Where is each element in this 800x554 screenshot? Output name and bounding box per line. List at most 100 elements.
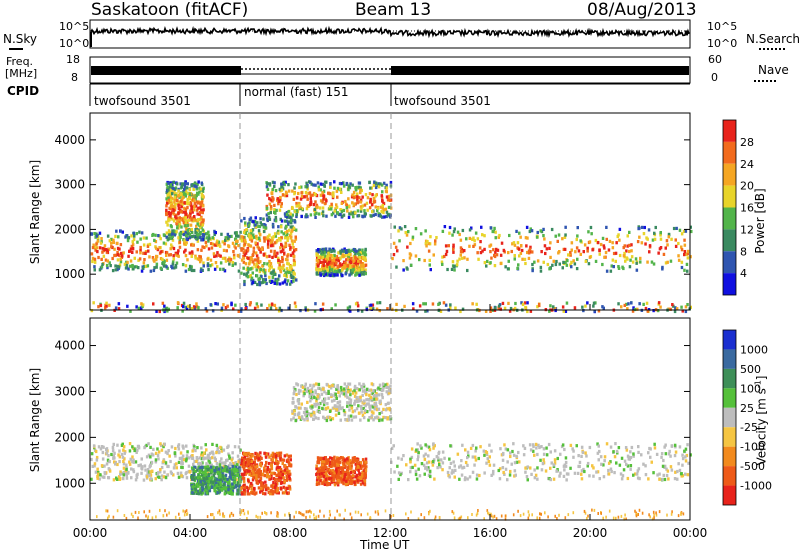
power-cell — [389, 180, 393, 185]
power-cell — [424, 229, 427, 233]
power-cell — [526, 236, 529, 240]
power-cell — [283, 280, 286, 284]
velocity-cell — [293, 409, 296, 413]
power-cell — [218, 242, 221, 246]
power-cell — [183, 201, 186, 205]
power-cell — [116, 250, 119, 254]
power-cell — [335, 261, 338, 265]
power-cell — [260, 223, 263, 227]
velocity-cell — [175, 462, 178, 466]
power-cell — [301, 207, 304, 211]
velocity-cell — [302, 410, 306, 415]
velocity-cell — [370, 410, 374, 414]
power-cell — [237, 254, 241, 258]
power-cell — [371, 210, 374, 214]
power-cell — [292, 245, 295, 250]
velocity-cell — [131, 445, 134, 449]
velocity-cell — [125, 476, 129, 480]
velocity-cell — [270, 467, 274, 471]
power-cell — [451, 233, 454, 237]
power-cell — [171, 234, 174, 238]
power-cell — [95, 232, 98, 236]
power-cell — [136, 240, 139, 244]
velocity-cell — [285, 474, 288, 478]
power-cell — [299, 205, 302, 209]
velocity-cell — [97, 472, 100, 476]
velocity-cell — [331, 456, 334, 461]
power-cell — [186, 191, 190, 196]
power-cell — [278, 208, 282, 212]
power-cell — [172, 257, 175, 261]
power-cell — [630, 249, 633, 253]
velocity-cell — [443, 456, 446, 460]
velocity-cell — [329, 418, 332, 422]
power-cell — [294, 235, 297, 239]
power-cell — [274, 272, 277, 276]
velocity-cell — [342, 392, 346, 396]
power-cell — [356, 304, 360, 308]
power-cell — [680, 265, 684, 270]
velocity-cell — [268, 468, 272, 472]
power-cell — [593, 309, 596, 313]
velocity-cell — [300, 402, 303, 406]
power-cell — [129, 309, 132, 313]
velocity-cell — [360, 464, 364, 468]
velocity-cell — [363, 410, 366, 415]
power-cell — [395, 265, 398, 269]
power-cell — [637, 227, 640, 231]
velocity-cell — [267, 490, 271, 495]
velocity-cell — [299, 406, 302, 410]
power-cell — [508, 309, 512, 313]
power-cell — [169, 183, 173, 187]
power-cell — [205, 309, 209, 313]
velocity-cell — [200, 485, 204, 489]
velocity-cell — [156, 471, 160, 475]
velocity-cell — [305, 389, 308, 394]
date-label: 08/Aug/2013 — [587, 0, 697, 20]
velocity-cell — [368, 388, 371, 392]
velocity-cell — [306, 417, 309, 421]
power-cell — [201, 195, 204, 199]
power-cell — [377, 182, 380, 186]
velocity-cell — [387, 401, 390, 405]
velocity-cell — [287, 471, 290, 475]
power-cell — [369, 186, 372, 190]
velocity-cell — [276, 486, 279, 490]
velocity-cell — [343, 462, 346, 466]
power-cell — [332, 259, 336, 263]
velocity-cell — [274, 490, 277, 494]
velocity-cell — [236, 472, 240, 476]
power-cell — [523, 301, 527, 305]
power-cell — [243, 253, 247, 257]
power-cell — [576, 257, 579, 261]
power-cell — [249, 301, 252, 305]
power-cell — [131, 246, 135, 251]
power-cell — [244, 221, 247, 225]
power-cell — [562, 260, 565, 264]
velocity-cell — [239, 480, 242, 484]
power-cell — [151, 233, 154, 237]
velocity-cell — [372, 418, 375, 422]
power-cell — [561, 266, 564, 270]
velocity-cell — [330, 464, 333, 468]
power-cell — [529, 309, 533, 313]
power-cell — [282, 232, 285, 236]
power-cell — [527, 249, 531, 253]
velocity-cell — [381, 396, 384, 400]
velocity-cell — [164, 450, 168, 454]
power-cell — [214, 302, 217, 306]
velocity-cell — [196, 446, 199, 450]
power-cell — [247, 223, 251, 227]
power-cell — [264, 278, 267, 282]
power-cell — [280, 202, 283, 206]
power-cell — [403, 225, 407, 229]
velocity-cell — [364, 457, 368, 461]
velocity-cell — [333, 459, 336, 463]
power-cell — [147, 249, 150, 253]
power-cell — [271, 255, 274, 259]
power-cell — [461, 307, 465, 311]
power-cell — [558, 262, 561, 266]
power-cell — [539, 229, 542, 233]
power-cell — [357, 251, 360, 256]
velocity-cell — [228, 456, 231, 460]
